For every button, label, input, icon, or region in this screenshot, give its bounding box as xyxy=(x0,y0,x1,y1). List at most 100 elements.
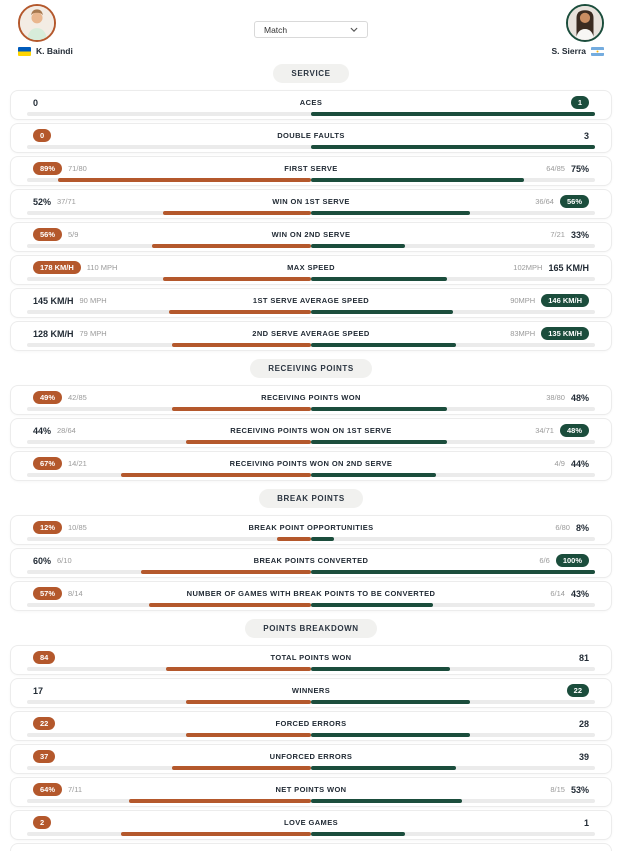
left-value: 37 xyxy=(33,750,56,763)
right-value: 1 xyxy=(583,817,589,828)
chevron-down-icon xyxy=(350,27,358,32)
stat-bar-right xyxy=(311,310,453,314)
stat-bar-left xyxy=(120,473,311,477)
right-value: 43% xyxy=(570,588,589,599)
stat-row: 17 WINNERS 22 xyxy=(10,678,612,708)
left-secondary: 79 MPH xyxy=(79,329,107,338)
right-player-stat: 81 xyxy=(579,653,589,663)
stat-row: 178 KM/H 110 MPH MAX SPEED 102MPH 165 KM/H xyxy=(10,255,612,285)
left-player-stat: 0 xyxy=(33,129,52,142)
left-secondary: 6/10 xyxy=(57,556,72,565)
stat-bar-right xyxy=(311,603,434,607)
stat-bar-right xyxy=(311,700,471,704)
right-secondary: 6/6 xyxy=(539,556,550,565)
right-value: 8% xyxy=(575,522,589,533)
stat-bar-left xyxy=(171,407,311,411)
right-value: 48% xyxy=(570,392,589,403)
match-select-dropdown[interactable]: Match xyxy=(254,21,368,38)
stat-bar-right xyxy=(311,733,471,737)
left-player-stat: 37 xyxy=(33,750,56,763)
stat-label: LOVE GAMES xyxy=(283,818,339,827)
left-player-stat: 56% 5/9 xyxy=(33,228,78,241)
stat-label: 1ST SERVE AVERAGE SPEED xyxy=(252,296,370,305)
left-value: 57% xyxy=(33,587,63,600)
left-player-stat: 22 xyxy=(33,717,56,730)
left-value: 67% xyxy=(33,457,63,470)
left-secondary: 42/85 xyxy=(68,393,87,402)
right-player-photo xyxy=(568,6,602,40)
stat-row: 57% 8/14 NUMBER OF GAMES WITH BREAK POINTS… xyxy=(10,581,612,611)
stats-sections: SERVICE 0 ACES 1 0 DOUBLE FAULTS 3 89% 71/80 FIRS… xyxy=(0,63,622,840)
stat-row: 145 KM/H 90 MPH 1ST SERVE AVERAGE SPEED 90M… xyxy=(10,288,612,318)
right-player-stat: 3 xyxy=(584,131,589,141)
left-secondary: 10/85 xyxy=(68,523,87,532)
stat-track xyxy=(27,440,595,444)
stat-track xyxy=(27,603,595,607)
left-secondary: 8/14 xyxy=(68,589,83,598)
stat-label: NET POINTS WON xyxy=(275,785,347,794)
stat-bar-left xyxy=(171,343,311,347)
right-player-stat: 64/85 75% xyxy=(546,164,589,174)
left-player-stat: 44% 28/64 xyxy=(33,426,76,436)
stat-row: 128 KM/H 79 MPH 2ND SERVE AVERAGE SPEED 83M… xyxy=(10,321,612,351)
stat-bar-left xyxy=(149,603,311,607)
section-title: RECEIVING POINTS xyxy=(250,359,372,378)
left-secondary: 71/80 xyxy=(68,164,87,173)
right-player-name[interactable]: S. Sierra xyxy=(551,46,587,56)
stat-bar-right xyxy=(311,570,595,574)
left-player-avatar[interactable] xyxy=(18,4,56,42)
stat-label: WIN ON 1ST SERVE xyxy=(272,197,350,206)
stat-track xyxy=(27,343,595,347)
stat-row: 60% 6/10 BREAK POINTS CONVERTED 6/6 100% xyxy=(10,548,612,578)
stat-track xyxy=(27,667,595,671)
stat-row: 64% 7/11 NET POINTS WON 8/15 53% xyxy=(10,777,612,807)
stat-track xyxy=(27,178,595,182)
section-header: RECEIVING POINTS xyxy=(10,358,612,378)
stat-bar-right xyxy=(311,178,524,182)
right-value: 44% xyxy=(570,458,589,469)
left-player-stat: 89% 71/80 xyxy=(33,162,87,175)
section-title: BREAK POINTS xyxy=(259,489,363,508)
stat-bar-left xyxy=(186,700,311,704)
right-player-stat: 36/64 56% xyxy=(535,195,589,208)
left-player-stat: 57% 8/14 xyxy=(33,587,83,600)
stat-bar-right xyxy=(311,832,405,836)
stat-bar-left xyxy=(171,766,311,770)
stat-label: FORCED ERRORS xyxy=(275,719,347,728)
stat-row: 56% 5/9 WIN ON 2ND SERVE 7/21 33% xyxy=(10,222,612,252)
stat-track xyxy=(27,832,595,836)
left-secondary: 37/71 xyxy=(57,197,76,206)
left-secondary: 28/64 xyxy=(57,426,76,435)
right-secondary: 38/80 xyxy=(546,393,565,402)
right-player-stat: 6/80 8% xyxy=(555,523,589,533)
stat-label: FIRST SERVE xyxy=(284,164,338,173)
left-player[interactable]: K. Baindi xyxy=(18,4,73,56)
right-player-stat: 39 xyxy=(579,752,589,762)
right-value: 3 xyxy=(583,130,589,141)
right-value: 1 xyxy=(570,96,589,109)
left-player-stat: 12% 10/85 xyxy=(33,521,87,534)
left-player-stat: 52% 37/71 xyxy=(33,197,76,207)
right-value: 48% xyxy=(559,424,589,437)
stat-bar-right xyxy=(311,211,471,215)
right-player[interactable]: S. Sierra xyxy=(551,4,604,56)
stat-bar-left xyxy=(140,570,311,574)
stat-row: 44% 28/64 RECEIVING POINTS WON ON 1ST SERV… xyxy=(10,418,612,448)
stat-bar-left xyxy=(163,211,311,215)
stat-bar-right xyxy=(311,112,595,116)
right-value: 22 xyxy=(566,684,589,697)
right-player-avatar[interactable] xyxy=(566,4,604,42)
stat-row: 49% 42/85 RECEIVING POINTS WON 38/80 48% xyxy=(10,385,612,415)
stat-label: ACES xyxy=(299,98,323,107)
stat-row: 0 ACES 1 xyxy=(10,90,612,120)
section-title: SERVICE xyxy=(273,64,349,83)
left-value: 12% xyxy=(33,521,63,534)
right-secondary: 8/15 xyxy=(550,785,565,794)
stat-bar-right xyxy=(311,537,334,541)
left-value: 22 xyxy=(33,717,56,730)
stat-bar-right xyxy=(311,667,451,671)
right-player-stat: 83MPH 135 KM/H xyxy=(510,327,589,340)
left-player-name[interactable]: K. Baindi xyxy=(36,46,73,56)
stat-row: 22 FORCED ERRORS 28 xyxy=(10,711,612,741)
stat-track xyxy=(27,407,595,411)
